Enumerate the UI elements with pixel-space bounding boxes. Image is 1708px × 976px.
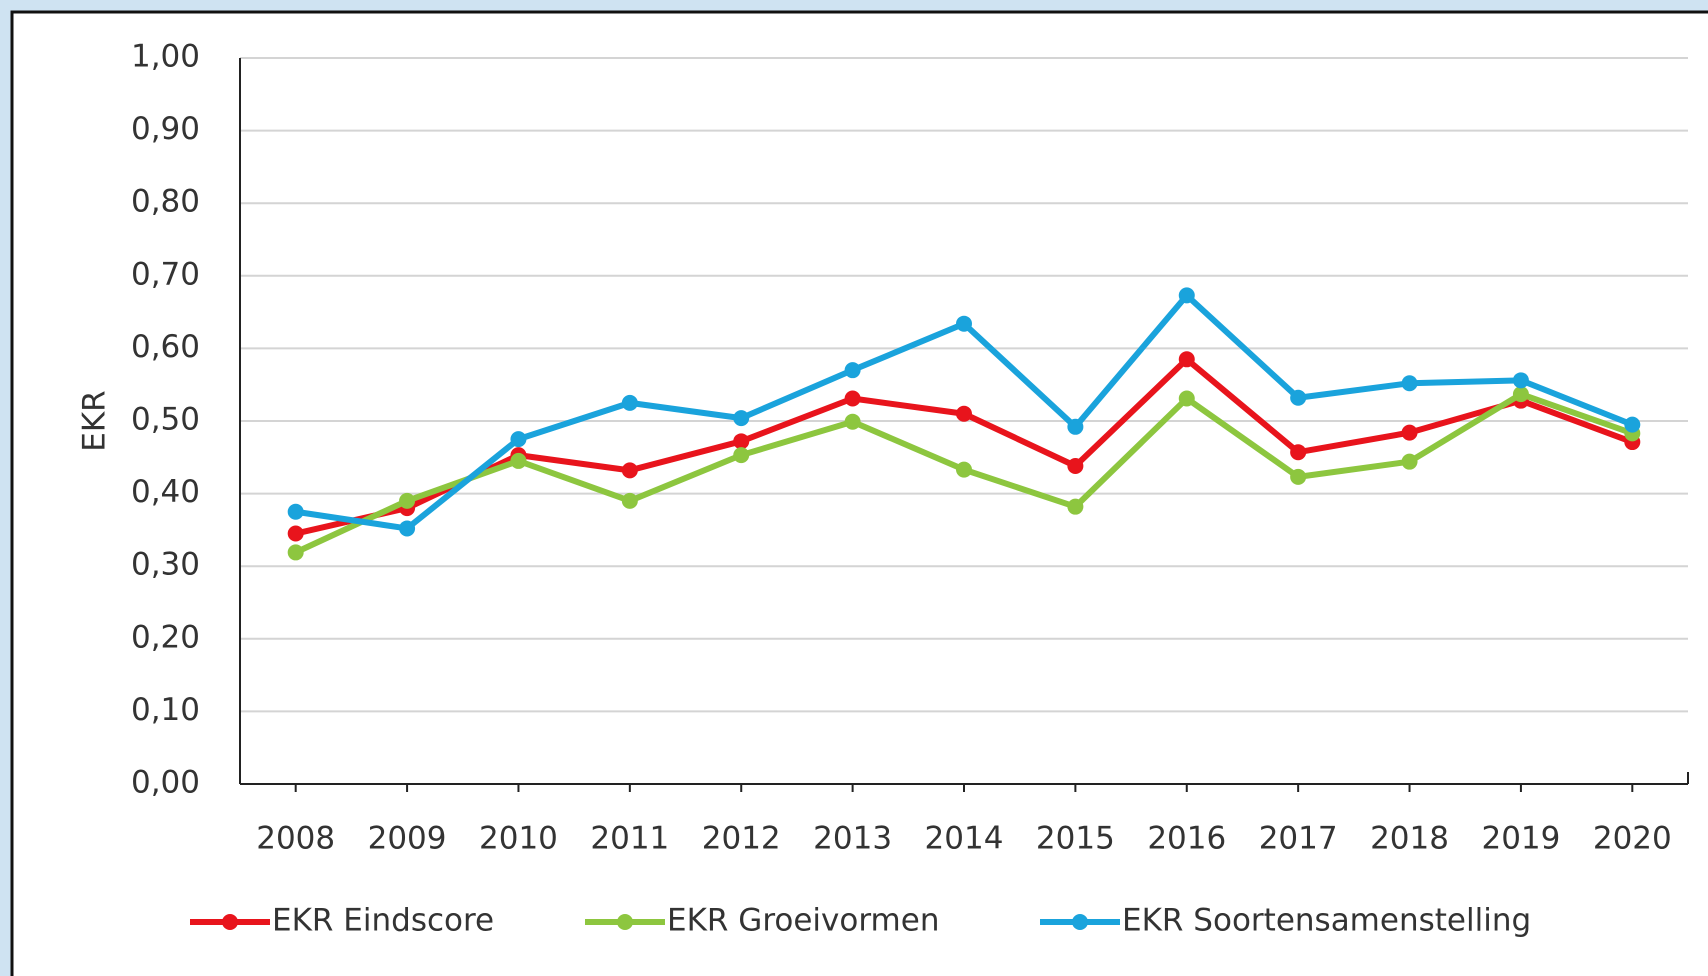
y-tick-label: 0,80: [131, 184, 200, 220]
legend-marker: [222, 914, 238, 930]
x-tick-label: 2011: [590, 821, 669, 857]
data-point: [844, 362, 861, 379]
data-point: [1178, 351, 1195, 368]
data-point: [733, 433, 750, 450]
x-tick-label: 2018: [1370, 821, 1449, 857]
data-point: [621, 462, 638, 479]
data-point: [287, 525, 304, 542]
x-tick-label: 2016: [1147, 821, 1226, 857]
data-point: [956, 461, 972, 478]
data-point: [1401, 453, 1418, 470]
y-tick-label: 1,00: [131, 39, 200, 75]
y-tick-label: 0,90: [131, 111, 200, 147]
data-point: [1512, 386, 1529, 403]
data-point: [1067, 458, 1084, 475]
data-point: [844, 413, 861, 430]
legend-label: EKR Soortensamenstelling: [1122, 903, 1531, 939]
data-point: [1401, 375, 1418, 392]
data-point: [287, 544, 304, 561]
data-point: [510, 452, 527, 469]
data-point: [621, 394, 638, 411]
x-tick-label: 2015: [1036, 821, 1115, 857]
legend-label: EKR Groeivormen: [667, 903, 939, 939]
y-tick-label: 0,10: [131, 692, 200, 728]
y-tick-label: 0,30: [131, 547, 200, 583]
x-tick-label: 2019: [1481, 821, 1560, 857]
data-point: [399, 492, 416, 509]
data-point: [1178, 390, 1195, 407]
y-tick-label: 0,60: [131, 329, 200, 365]
data-point: [1290, 468, 1307, 485]
x-tick-label: 2009: [368, 821, 447, 857]
x-tick-label: 2014: [925, 821, 1004, 857]
data-point: [1290, 389, 1307, 406]
data-point: [733, 447, 750, 464]
data-point: [1624, 416, 1641, 433]
legend-marker: [617, 914, 633, 930]
legend-label: EKR Eindscore: [272, 903, 494, 939]
data-point: [956, 315, 972, 332]
y-tick-label: 0,50: [131, 402, 200, 438]
data-point: [1290, 444, 1307, 461]
y-axis-label: EKR: [77, 390, 113, 451]
x-tick-label: 2013: [813, 821, 892, 857]
data-point: [844, 390, 861, 407]
data-point: [1067, 418, 1084, 435]
x-tick-label: 2020: [1593, 821, 1672, 857]
data-point: [287, 503, 304, 520]
data-point: [1178, 287, 1195, 304]
data-point: [956, 405, 972, 422]
y-tick-label: 0,00: [131, 765, 200, 801]
data-point: [510, 431, 527, 448]
legend-marker: [1072, 914, 1088, 930]
y-tick-label: 0,70: [131, 256, 200, 292]
x-tick-label: 2012: [702, 821, 781, 857]
x-tick-label: 2017: [1259, 821, 1338, 857]
data-point: [399, 520, 416, 537]
y-tick-label: 0,40: [131, 474, 200, 510]
x-tick-label: 2008: [256, 821, 335, 857]
x-tick-label: 2010: [479, 821, 558, 857]
y-tick-label: 0,20: [131, 619, 200, 655]
data-point: [621, 492, 638, 509]
data-point: [733, 410, 750, 427]
data-point: [1401, 424, 1418, 441]
data-point: [1067, 498, 1084, 515]
data-point: [1512, 372, 1529, 389]
